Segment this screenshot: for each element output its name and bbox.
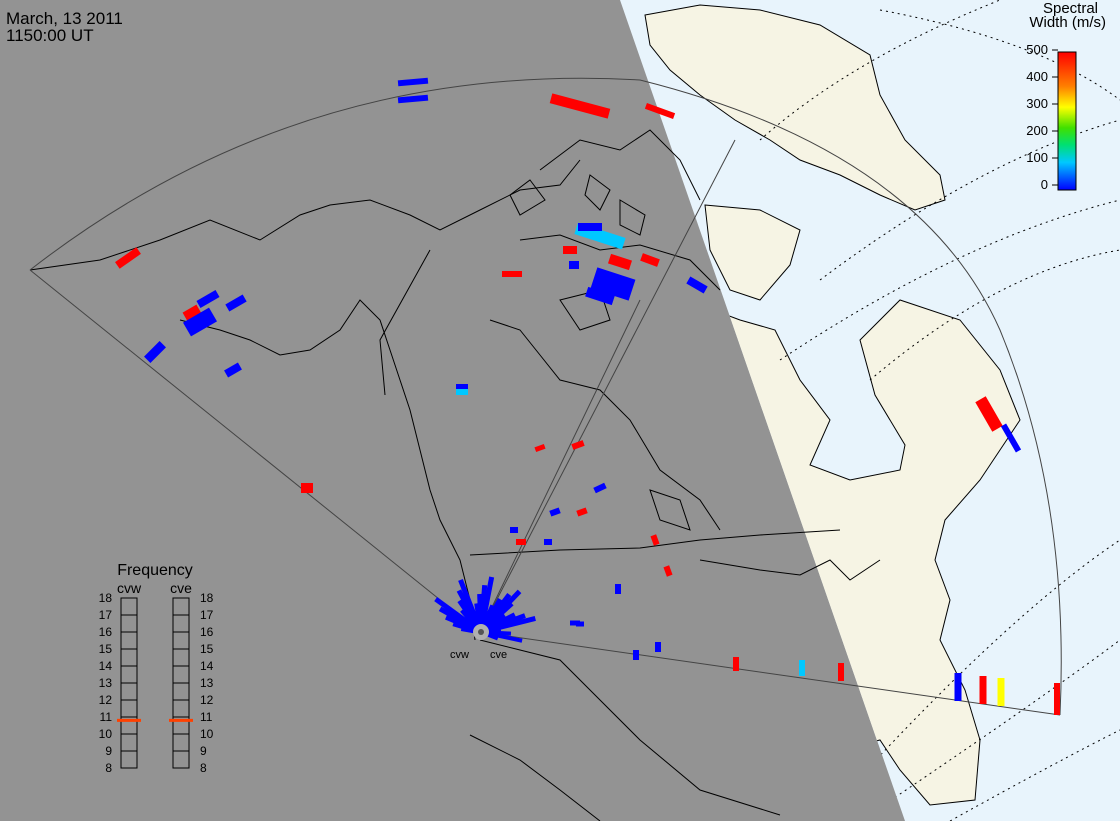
colorbar-tick-label: 200 — [1026, 123, 1048, 138]
scatter-cell — [979, 676, 987, 704]
scatter-cell — [510, 527, 518, 533]
scatter-cell — [397, 94, 429, 104]
scatter-cell — [590, 267, 636, 301]
scatter-cell — [633, 650, 639, 660]
scatter-cell — [544, 539, 552, 545]
coastlines — [29, 129, 881, 821]
colorbar-title-line1: Spectral — [1043, 0, 1098, 17]
frequency-radar-cvw: cvw — [117, 580, 142, 596]
scatter-cell — [644, 103, 676, 119]
scatter-cell — [954, 673, 962, 701]
frequency-tick-label: 8 — [105, 761, 112, 775]
colorbar-tick-label: 300 — [1026, 96, 1048, 111]
scatter-cell — [397, 77, 429, 87]
colorbar: Spectral Width (m/s) 0 100 200 300 400 500 — [1026, 0, 1106, 192]
scatter-cell — [569, 261, 579, 269]
frequency-tick-label: 9 — [105, 744, 112, 758]
scatter-cell — [576, 621, 584, 627]
scatter-cell — [549, 93, 611, 119]
frequency-tick-label: 9 — [200, 744, 207, 758]
frequency-tick-label: 10 — [99, 727, 113, 741]
scatter-cell — [456, 384, 468, 390]
scatter-cell — [650, 534, 660, 546]
scatter-cell — [225, 294, 247, 312]
scatter-cell — [576, 507, 588, 517]
radar-site: cvw cve — [450, 624, 507, 661]
colorbar-title-line2: Width (m/s) — [1029, 14, 1106, 31]
frequency-tick-label: 12 — [200, 693, 214, 707]
scatter-cell — [733, 657, 739, 671]
scatter-cell — [655, 642, 661, 652]
frequency-tick-label: 8 — [200, 761, 207, 775]
scatter-cell — [997, 678, 1005, 706]
frequency-tick-label: 11 — [200, 710, 213, 724]
scatter-cell — [571, 440, 585, 450]
scatter-cell — [196, 290, 220, 308]
frequency-tick-label: 15 — [200, 642, 214, 656]
radar-label-cve: cve — [490, 649, 507, 661]
scatter-cell — [585, 286, 615, 306]
frequency-panel: Frequency cvw cve 8 8 9 9 10 10 11 11 12 12 13 13 14… — [99, 562, 214, 775]
frequency-radar-cve: cve — [170, 580, 192, 596]
scatter-cell — [838, 663, 844, 681]
scatter-cell — [607, 253, 633, 271]
frequency-tick-label: 14 — [200, 659, 214, 673]
date-label: March, 13 2011 — [6, 9, 123, 28]
frequency-tick-label: 15 — [99, 642, 113, 656]
scatter-cell — [615, 584, 621, 594]
scatter-cell — [516, 539, 526, 545]
colorbar-tick-label: 100 — [1026, 150, 1048, 165]
scatter-cell — [183, 307, 217, 337]
frequency-tick-label: 14 — [99, 659, 113, 673]
scatter-cell — [1054, 683, 1060, 715]
frequency-tick-label: 11 — [100, 710, 113, 724]
scatter-cell — [640, 253, 660, 267]
colorbar-ticks: 0 100 200 300 400 500 — [1026, 42, 1058, 192]
scatter-cell — [456, 389, 468, 395]
frequency-bars: 8 8 9 9 10 10 11 11 12 12 13 13 14 14 15 15 16 16 17 17 18 18 — [99, 591, 214, 775]
frequency-tick-label: 13 — [99, 676, 113, 690]
frequency-tick-label: 16 — [99, 625, 113, 639]
scatter-cell — [1000, 423, 1022, 453]
time-label: 1150:00 UT — [6, 26, 94, 45]
scatter-cell — [144, 341, 166, 363]
scatter-cell — [502, 271, 522, 277]
frequency-tick-label: 18 — [99, 591, 113, 605]
scatter-cell — [593, 482, 607, 494]
scatter-cell — [563, 246, 577, 254]
latitude-circles — [759, 0, 1120, 821]
scatter-cell — [578, 223, 602, 231]
colorbar-tick-label: 400 — [1026, 69, 1048, 84]
scatter-cell — [663, 565, 673, 577]
frequency-tick-label: 16 — [200, 625, 214, 639]
frequency-tick-label: 12 — [99, 693, 113, 707]
frequency-tick-label: 17 — [99, 608, 113, 622]
frequency-tick-label: 18 — [200, 591, 214, 605]
colorbar-tick-label: 0 — [1041, 177, 1048, 192]
scatter-cell — [799, 660, 805, 676]
frequency-tick-label: 17 — [200, 608, 214, 622]
frequency-tick-label: 10 — [200, 727, 214, 741]
field-of-view — [29, 77, 1062, 716]
scatter-cell — [115, 247, 141, 269]
scatter-cell — [975, 396, 1003, 432]
colorbar-tick-label: 500 — [1026, 42, 1048, 57]
scatter-cell — [686, 276, 708, 294]
scatter-cell — [570, 620, 580, 626]
frequency-tick-label: 13 — [200, 676, 214, 690]
scatter-cell — [182, 304, 202, 322]
scatter-cell — [534, 443, 546, 453]
scatter-cell — [549, 507, 561, 517]
scatter-cell — [301, 483, 313, 493]
scatter-cell — [224, 362, 242, 378]
radar-label-cvw: cvw — [450, 649, 469, 661]
frequency-title: Frequency — [117, 562, 193, 579]
